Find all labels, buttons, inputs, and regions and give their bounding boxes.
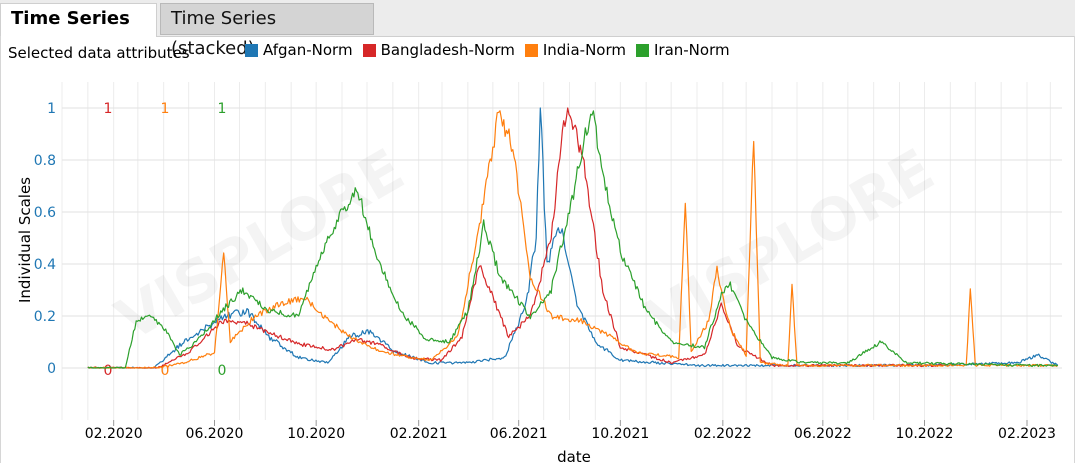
x-tick-label: 02.2022 bbox=[694, 426, 752, 442]
legend-label: Afgan-Norm bbox=[263, 41, 353, 59]
legend-swatch bbox=[524, 43, 538, 57]
series-scale-max-label: 1 bbox=[161, 101, 170, 117]
series-scale-max-label: 1 bbox=[218, 101, 227, 117]
x-tick-label: 10.2020 bbox=[287, 426, 345, 442]
legend-label: Bangladesh-Norm bbox=[380, 41, 515, 59]
series-scale-min-label: 0 bbox=[161, 363, 170, 379]
legend-swatch bbox=[245, 43, 258, 57]
x-tick-label: 10.2021 bbox=[591, 426, 649, 442]
x-tick-label: 02.2023 bbox=[998, 426, 1056, 442]
y-tick-label: 0.8 bbox=[34, 153, 56, 169]
legend-label: India-Norm bbox=[542, 41, 626, 59]
tab-bar: Time Series Time Series (stacked) bbox=[0, 0, 1075, 59]
legend-item[interactable]: Bangladesh-Norm bbox=[362, 41, 515, 59]
tab-time-series-stacked[interactable]: Time Series (stacked) bbox=[160, 3, 374, 59]
legend-item[interactable]: India-Norm bbox=[524, 41, 626, 59]
x-tick-label: 06.2020 bbox=[186, 426, 244, 442]
watermark-text: VISPLORE bbox=[105, 135, 415, 354]
legend-swatch bbox=[362, 43, 376, 57]
x-tick-label: 06.2021 bbox=[490, 426, 548, 442]
x-tick-label: 02.2021 bbox=[390, 426, 448, 442]
series-scale-max-label: 1 bbox=[104, 101, 113, 117]
y-tick-label: 0 bbox=[47, 361, 56, 377]
legend-label: Iran-Norm bbox=[653, 41, 730, 59]
x-axis-title: date bbox=[557, 448, 591, 464]
y-tick-label: 0.4 bbox=[34, 257, 56, 273]
x-tick-label: 10.2022 bbox=[896, 426, 954, 442]
y-axis-title: Individual Scales bbox=[16, 177, 34, 303]
legend-swatch bbox=[635, 43, 649, 57]
x-tick-label: 06.2022 bbox=[794, 426, 852, 442]
legend-item[interactable]: Afgan-Norm bbox=[245, 41, 353, 59]
y-tick-label: 0.2 bbox=[34, 309, 56, 325]
y-tick-label: 0.6 bbox=[34, 205, 56, 221]
series-line-iran-norm bbox=[87, 110, 1058, 369]
y-tick-label: 1 bbox=[47, 101, 56, 117]
tab-time-series[interactable]: Time Series bbox=[0, 3, 157, 37]
series-scale-min-label: 0 bbox=[218, 363, 227, 379]
series-line-india-norm bbox=[87, 110, 1059, 369]
legend-item[interactable]: Iran-Norm bbox=[635, 41, 730, 59]
series-scale-min-label: 0 bbox=[104, 363, 113, 379]
selected-attributes-label: Selected data attributes bbox=[8, 44, 190, 62]
x-tick-label: 02.2020 bbox=[85, 426, 143, 442]
legend: Afgan-Norm Bangladesh-Norm India-Norm Iran-… bbox=[245, 41, 740, 59]
